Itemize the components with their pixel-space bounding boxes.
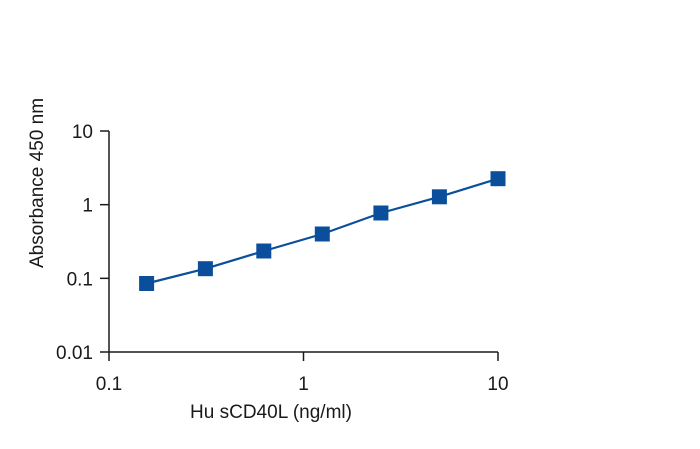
data-point-1 [197,261,213,277]
y-tick-label-2: 1 [82,196,93,217]
y-tick-label-1: 0.1 [67,269,93,290]
x-tick-label-2: 10 [487,374,508,395]
x-tick-label-1: 1 [298,374,309,395]
data-point-2 [256,243,272,259]
axes [108,131,498,353]
y-axis-title: Absorbance 450 nm [27,98,48,268]
data-point-0 [139,276,155,291]
y-tick-label-3: 10 [72,122,93,143]
data-point-4 [373,205,389,221]
data-point-6 [490,171,506,187]
x-axis-title: Hu sCD40L (ng/ml) [190,402,352,423]
data-point-5 [431,189,447,205]
series-layer [139,171,506,291]
x-tick-label-0: 0.1 [96,374,122,395]
y-tick-label-0: 0.01 [56,343,93,364]
data-point-3 [314,226,330,242]
